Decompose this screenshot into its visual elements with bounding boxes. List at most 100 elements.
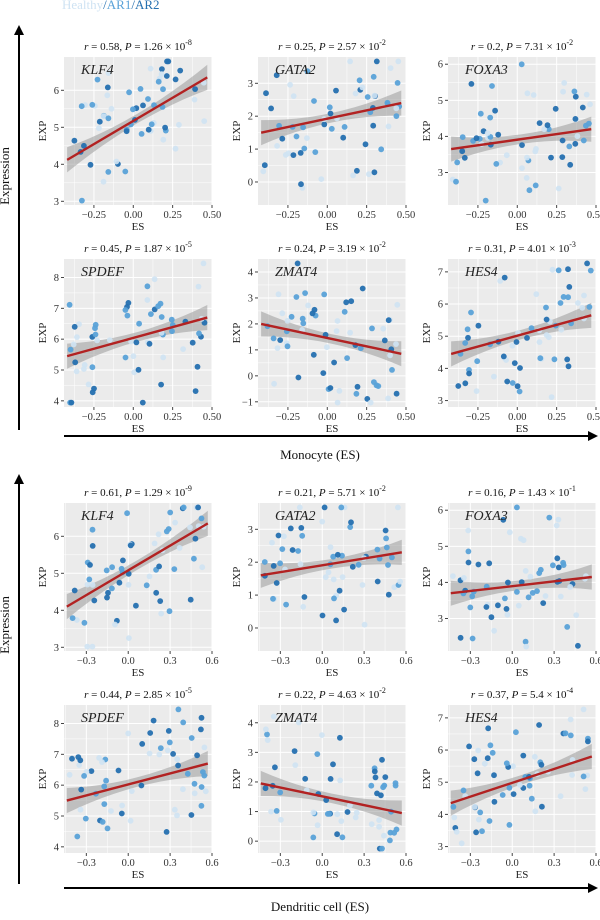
x-tick-label: 0.6 xyxy=(399,656,412,667)
data-point xyxy=(261,559,268,565)
y-tick-label: 2 xyxy=(248,777,253,788)
x-tick-label: 0.3 xyxy=(548,858,561,869)
data-point xyxy=(279,310,286,317)
data-point xyxy=(166,739,173,746)
y-tick-label: 2 xyxy=(248,558,253,569)
y-tick-label: 4 xyxy=(54,606,60,617)
data-point xyxy=(493,161,500,167)
data-point xyxy=(477,809,484,816)
data-point xyxy=(333,87,339,94)
data-point xyxy=(517,365,523,371)
data-point xyxy=(579,104,586,111)
data-point xyxy=(572,93,579,100)
data-point xyxy=(94,337,100,344)
data-point xyxy=(281,533,287,540)
data-point xyxy=(74,833,81,840)
x-tick-label: 0.00 xyxy=(318,210,336,221)
data-point xyxy=(370,73,377,80)
data-point xyxy=(586,304,593,310)
data-point xyxy=(130,353,137,360)
data-point xyxy=(561,80,568,86)
x-tick-label: 0.3 xyxy=(164,656,177,667)
data-point xyxy=(327,776,334,782)
data-point xyxy=(195,283,202,290)
data-point xyxy=(475,747,482,754)
gene-label: HES4 xyxy=(464,265,498,280)
data-point xyxy=(295,374,302,381)
data-point xyxy=(502,595,508,602)
x-tick-label: 0.50 xyxy=(397,210,415,221)
data-point xyxy=(546,514,553,521)
panel-gata2: GATA2 r = 0.21, P = 5.71 × 10-2 −0.3 0.0 0.3… xyxy=(231,484,413,679)
y-tick-label: 4 xyxy=(438,364,444,375)
gene-label: KLF4 xyxy=(80,63,114,78)
stat-title: r = 0.22, P = 4.63 × 10-2 xyxy=(278,686,386,701)
data-point xyxy=(555,267,562,274)
data-point xyxy=(167,509,174,516)
data-point xyxy=(319,732,325,738)
fit-line xyxy=(66,76,208,161)
data-point xyxy=(180,504,187,511)
x-axis-label: ES xyxy=(516,869,529,881)
data-point xyxy=(393,341,399,347)
data-point xyxy=(72,359,79,366)
data-point xyxy=(347,802,353,809)
data-point xyxy=(497,278,504,284)
data-point xyxy=(381,832,387,839)
data-point xyxy=(123,128,130,135)
data-point xyxy=(191,96,198,103)
data-point xyxy=(520,752,527,759)
y-tick-label: 3 xyxy=(438,168,443,179)
data-point xyxy=(104,92,111,99)
x-tick-label: 0.50 xyxy=(587,210,600,221)
data-point xyxy=(187,524,193,531)
x-tick-label: 0.0 xyxy=(506,656,519,667)
stat-title: r = 0.44, P = 2.85 × 10-5 xyxy=(84,686,192,701)
y-tick-label: 3 xyxy=(248,79,253,90)
data-point xyxy=(368,821,375,828)
data-point xyxy=(105,70,112,76)
data-point xyxy=(541,126,548,133)
data-point xyxy=(82,815,89,822)
data-point xyxy=(274,345,281,351)
section-y-label: Expression xyxy=(0,147,12,205)
legend-ar2: AR2 xyxy=(134,0,160,12)
data-point xyxy=(163,73,170,79)
data-point xyxy=(559,137,566,144)
data-point xyxy=(128,788,135,794)
data-point xyxy=(331,595,337,602)
data-point xyxy=(384,99,391,106)
data-point xyxy=(549,266,556,273)
data-point xyxy=(504,378,511,385)
data-point xyxy=(536,339,543,345)
data-point xyxy=(74,334,80,340)
data-point xyxy=(319,518,326,525)
data-point xyxy=(370,122,377,129)
data-point xyxy=(325,569,332,576)
data-point xyxy=(99,759,105,765)
data-point xyxy=(552,105,559,112)
data-point xyxy=(69,755,75,762)
data-point xyxy=(353,390,360,397)
data-point xyxy=(557,593,564,600)
data-point xyxy=(519,142,525,149)
data-point xyxy=(579,304,586,311)
data-point xyxy=(147,65,154,72)
data-point xyxy=(108,808,114,814)
data-point xyxy=(304,135,310,142)
data-point xyxy=(105,115,112,122)
data-point xyxy=(461,575,467,581)
y-tick-label: 5 xyxy=(438,332,443,343)
data-point xyxy=(548,154,554,161)
data-point xyxy=(71,587,78,594)
data-point xyxy=(462,380,469,387)
panel-hes4: HES4 r = 0.37, P = 5.4 × 10-4 −0.3 0.0 0.3 0.… xyxy=(421,686,600,881)
data-point xyxy=(475,561,482,568)
section-x-label: Dendritic cell (ES) xyxy=(271,899,369,914)
data-point xyxy=(268,808,274,815)
data-point xyxy=(379,756,385,763)
y-tick-label: 1 xyxy=(248,145,253,156)
data-point xyxy=(155,531,162,538)
data-point xyxy=(96,125,102,132)
stat-title: r = 0.31, P = 4.01 × 10-3 xyxy=(468,240,576,255)
